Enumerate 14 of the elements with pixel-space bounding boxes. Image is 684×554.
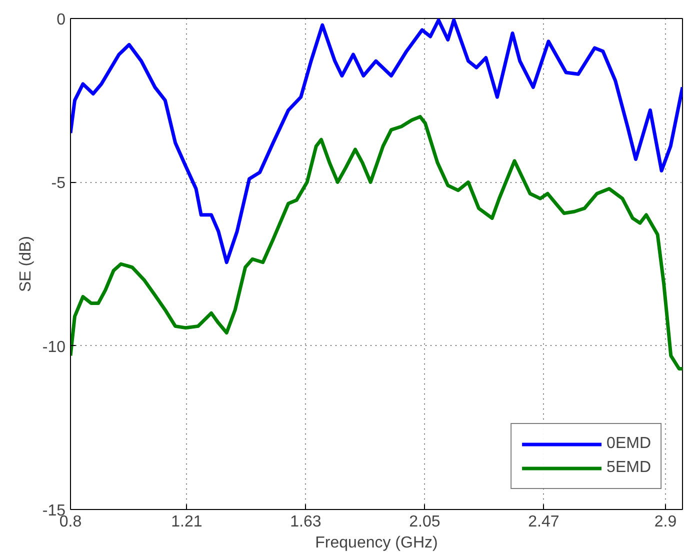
y-tick-label: -10 bbox=[42, 338, 66, 356]
x-tick-label: 1.63 bbox=[290, 514, 322, 530]
legend-label: 0EMD bbox=[606, 435, 651, 453]
x-tick-label: 2.05 bbox=[409, 514, 440, 530]
legend-label: 5EMD bbox=[606, 459, 651, 477]
line-series bbox=[70, 114, 682, 370]
line-series bbox=[70, 18, 682, 264]
y-tick-label: 0 bbox=[56, 12, 66, 28]
y-tick-label: -5 bbox=[51, 175, 66, 192]
y-axis-title: SE (dB) bbox=[17, 236, 34, 292]
x-axis-title: Frequency (GHz) bbox=[315, 534, 438, 552]
x-tick-label: 1.21 bbox=[171, 514, 202, 530]
x-tick-label: 2.9 bbox=[654, 514, 677, 530]
x-tick-label: 2.47 bbox=[528, 514, 560, 530]
